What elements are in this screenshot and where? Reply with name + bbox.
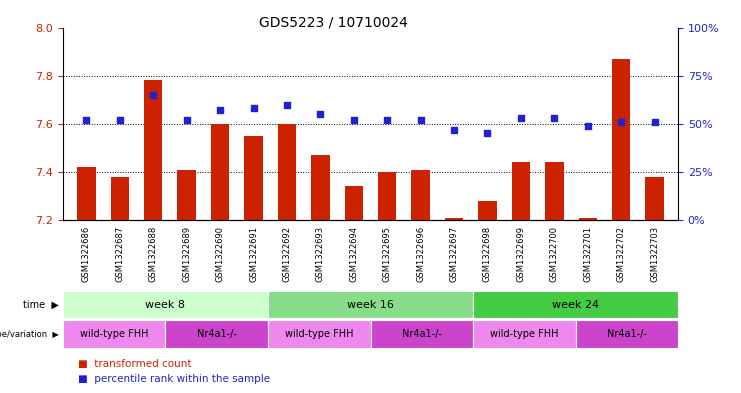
Bar: [378, 172, 396, 220]
Bar: [345, 186, 363, 220]
Text: GSM1322688: GSM1322688: [149, 226, 158, 282]
Point: [214, 107, 226, 114]
Point: [582, 123, 594, 129]
Bar: [445, 218, 463, 220]
Text: week 16: week 16: [347, 299, 394, 310]
Text: week 8: week 8: [145, 299, 185, 310]
Bar: [177, 169, 196, 220]
Text: Nr4a1-/-: Nr4a1-/-: [197, 329, 236, 339]
Text: GSM1322694: GSM1322694: [349, 226, 359, 281]
Bar: [63, 291, 268, 318]
Text: ■  percentile rank within the sample: ■ percentile rank within the sample: [78, 374, 270, 384]
Bar: [110, 177, 129, 220]
Bar: [63, 320, 165, 348]
Text: GSM1322698: GSM1322698: [483, 226, 492, 282]
Bar: [268, 291, 473, 318]
Text: GDS5223 / 10710024: GDS5223 / 10710024: [259, 16, 408, 30]
Bar: [165, 320, 268, 348]
Text: GSM1322691: GSM1322691: [249, 226, 258, 281]
Text: GSM1322700: GSM1322700: [550, 226, 559, 281]
Text: Nr4a1-/-: Nr4a1-/-: [402, 329, 442, 339]
Text: GSM1322692: GSM1322692: [282, 226, 291, 281]
Point: [382, 117, 393, 123]
Text: GSM1322695: GSM1322695: [382, 226, 392, 281]
Text: GSM1322701: GSM1322701: [583, 226, 592, 281]
Text: wild-type FHH: wild-type FHH: [80, 329, 148, 339]
Text: ■  transformed count: ■ transformed count: [78, 358, 191, 369]
Point: [247, 105, 259, 112]
Text: GSM1322696: GSM1322696: [416, 226, 425, 282]
Point: [147, 92, 159, 98]
Text: GSM1322703: GSM1322703: [650, 226, 659, 282]
Text: wild-type FHH: wild-type FHH: [490, 329, 559, 339]
Point: [448, 127, 460, 133]
Point: [314, 111, 326, 117]
Bar: [645, 177, 664, 220]
Bar: [77, 167, 96, 220]
Point: [482, 130, 494, 136]
Bar: [612, 59, 631, 220]
Point: [615, 119, 627, 125]
Text: GSM1322697: GSM1322697: [450, 226, 459, 282]
Bar: [545, 162, 564, 220]
Point: [348, 117, 359, 123]
Text: GSM1322687: GSM1322687: [116, 226, 124, 282]
Text: GSM1322686: GSM1322686: [82, 226, 91, 282]
Point: [114, 117, 126, 123]
Text: GSM1322690: GSM1322690: [216, 226, 225, 281]
Text: GSM1322693: GSM1322693: [316, 226, 325, 282]
Bar: [278, 124, 296, 220]
Bar: [311, 155, 330, 220]
Text: GSM1322689: GSM1322689: [182, 226, 191, 282]
Bar: [144, 81, 162, 220]
Point: [548, 115, 560, 121]
Bar: [211, 124, 229, 220]
Bar: [576, 320, 678, 348]
Bar: [268, 320, 370, 348]
Point: [181, 117, 193, 123]
Bar: [370, 320, 473, 348]
Bar: [478, 201, 496, 220]
Bar: [473, 320, 576, 348]
Point: [415, 117, 427, 123]
Text: time  ▶: time ▶: [24, 299, 59, 310]
Text: genotype/variation  ▶: genotype/variation ▶: [0, 330, 59, 338]
Point: [648, 119, 660, 125]
Point: [515, 115, 527, 121]
Bar: [579, 218, 597, 220]
Bar: [473, 291, 678, 318]
Bar: [245, 136, 263, 220]
Point: [281, 101, 293, 108]
Text: week 24: week 24: [552, 299, 599, 310]
Bar: [411, 169, 430, 220]
Text: wild-type FHH: wild-type FHH: [285, 329, 353, 339]
Text: Nr4a1-/-: Nr4a1-/-: [607, 329, 647, 339]
Point: [81, 117, 93, 123]
Bar: [512, 162, 530, 220]
Text: GSM1322699: GSM1322699: [516, 226, 525, 281]
Text: GSM1322702: GSM1322702: [617, 226, 625, 281]
